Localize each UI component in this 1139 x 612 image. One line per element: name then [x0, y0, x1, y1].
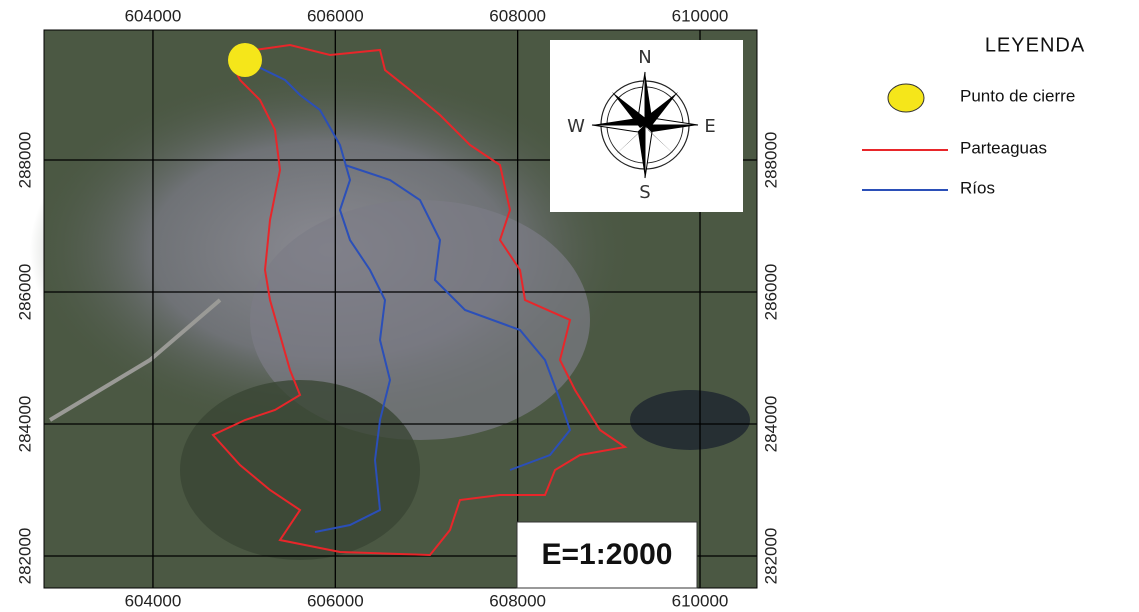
x-tick-label: 610000 — [672, 6, 729, 25]
y-tick-label: 286000 — [761, 264, 780, 321]
river — [344, 164, 572, 471]
x-tick-label: 610000 — [672, 591, 729, 610]
x-tick-label: 604000 — [125, 591, 182, 610]
y-tick-label: 288000 — [761, 132, 780, 189]
legend-title: LEYENDA — [985, 34, 1085, 56]
x-tick-label: 604000 — [125, 6, 182, 25]
legend-label: Punto de cierre — [960, 86, 1075, 105]
x-tick-label: 606000 — [307, 6, 364, 25]
y-tick-label: 282000 — [761, 528, 780, 585]
y-tick-label: 282000 — [15, 528, 34, 585]
legend-symbol — [887, 83, 925, 113]
compass-north: N — [638, 47, 651, 68]
compass-east: E — [704, 116, 715, 137]
legend: LEYENDA Punto de cierre Parteaguas Ríos — [862, 34, 1085, 197]
y-tick-label: 286000 — [15, 264, 34, 321]
x-tick-label: 608000 — [489, 591, 546, 610]
y-tick-label: 288000 — [15, 132, 34, 189]
compass-south: S — [639, 182, 650, 203]
scale-box: E=1:2000 — [516, 521, 698, 589]
compass-west: W — [567, 116, 585, 137]
x-tick-label: 608000 — [489, 6, 546, 25]
scale-text: E=1:2000 — [542, 538, 673, 571]
outlet-point — [228, 43, 262, 77]
watershed — [211, 43, 628, 557]
legend-label: Parteaguas — [960, 138, 1047, 157]
river — [247, 61, 392, 533]
compass: N S E W — [550, 40, 743, 212]
map-frame — [43, 29, 758, 589]
x-tick-label: 606000 — [307, 591, 364, 610]
y-tick-label: 284000 — [761, 396, 780, 453]
y-tick-label: 284000 — [15, 396, 34, 453]
legend-label: Ríos — [960, 178, 995, 197]
